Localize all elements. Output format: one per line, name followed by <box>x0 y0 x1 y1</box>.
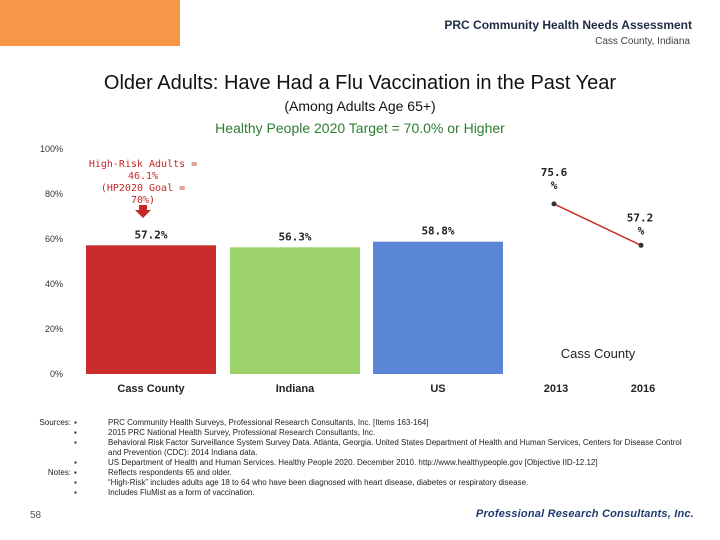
report-subtitle: Cass County, Indiana <box>595 36 690 47</box>
category-label: Cass County <box>117 383 185 395</box>
y-tick-label: 100% <box>40 144 63 154</box>
callout-text: High-Risk Adults = <box>89 159 197 170</box>
bar <box>230 247 360 374</box>
category-label: Indiana <box>276 383 315 395</box>
bar-value-label: 56.3% <box>278 230 311 243</box>
source-item: Behavioral Risk Factor Surveillance Syst… <box>108 438 682 457</box>
trend-line <box>553 203 642 246</box>
callout-text: 46.1% <box>128 171 158 182</box>
note-item: “High-Risk” includes adults age 18 to 64… <box>108 478 529 487</box>
y-tick-label: 20% <box>45 324 63 334</box>
bullet-icon: ▪ <box>74 478 77 487</box>
note-item: Reflects respondents 65 and older. <box>108 468 232 477</box>
bullet-icon: ▪ <box>74 428 77 437</box>
hp2020-target: Healthy People 2020 Target = 70.0% or Hi… <box>215 120 505 136</box>
trend-value-label: 57.2 <box>627 211 654 224</box>
trend-year-label: 2016 <box>631 383 655 395</box>
chart-subtitle: (Among Adults Age 65+) <box>284 98 436 114</box>
trend-year-label: 2013 <box>544 383 568 395</box>
note-row: ▪ “High-Risk” includes adults age 18 to … <box>33 478 688 488</box>
note-row: ▪ Includes FluMist as a form of vaccinat… <box>33 488 688 498</box>
source-row: Sources: ▪ PRC Community Health Surveys,… <box>33 418 688 428</box>
sources-label: Sources: <box>39 418 71 427</box>
note-row: Notes: ▪ Reflects respondents 65 and old… <box>33 468 688 478</box>
brand-color-block <box>0 0 180 46</box>
page-number: 58 <box>30 510 42 521</box>
source-item: 2015 PRC National Health Survey, Profess… <box>108 428 376 437</box>
bar <box>86 245 216 374</box>
source-row: ▪ US Department of Health and Human Serv… <box>33 458 688 468</box>
trend-point <box>551 201 557 207</box>
trend-point <box>638 242 644 248</box>
bullet-icon: ▪ <box>74 468 77 477</box>
flu-vaccination-chart: 0% 20% 40% 60% 80% 100% 57.2% Cass County 56.3% I… <box>40 144 655 395</box>
bullet-icon: ▪ <box>74 418 77 427</box>
y-tick-label: 80% <box>45 189 63 199</box>
bar <box>373 241 503 374</box>
bar-value-label: 58.8% <box>421 225 454 238</box>
callout-arrow-icon <box>135 205 151 218</box>
y-tick-label: 40% <box>45 279 63 289</box>
bullet-icon: ▪ <box>74 438 77 447</box>
report-title: PRC Community Health Needs Assessment <box>444 18 692 32</box>
note-item: Includes FluMist as a form of vaccinatio… <box>108 488 255 497</box>
trend-value-unit: % <box>638 224 645 237</box>
y-tick-label: 0% <box>50 369 63 379</box>
source-item: PRC Community Health Surveys, Profession… <box>108 418 429 427</box>
trend-value-label: 75.6 <box>541 166 568 179</box>
chart-title: Older Adults: Have Had a Flu Vaccination… <box>103 72 617 94</box>
callout-text: 70%) <box>131 195 155 206</box>
sources-notes: Sources: ▪ PRC Community Health Surveys,… <box>33 418 688 498</box>
bullet-icon: ▪ <box>74 458 77 467</box>
callout-text: (HP2020 Goal = <box>101 183 185 194</box>
prc-logo: Professional Research Consultants, Inc. <box>475 508 694 520</box>
bullet-icon: ▪ <box>74 488 77 497</box>
source-row: ▪ 2015 PRC National Health Survey, Profe… <box>33 428 688 438</box>
bar-value-label: 57.2% <box>134 228 167 241</box>
source-row: ▪ Behavioral Risk Factor Surveillance Sy… <box>33 438 688 458</box>
trend-group-label: Cass County <box>561 346 636 361</box>
trend-value-unit: % <box>551 179 558 192</box>
category-label: US <box>430 383 445 395</box>
source-item: US Department of Health and Human Servic… <box>108 458 598 467</box>
notes-label: Notes: <box>47 468 71 477</box>
y-tick-label: 60% <box>45 234 63 244</box>
